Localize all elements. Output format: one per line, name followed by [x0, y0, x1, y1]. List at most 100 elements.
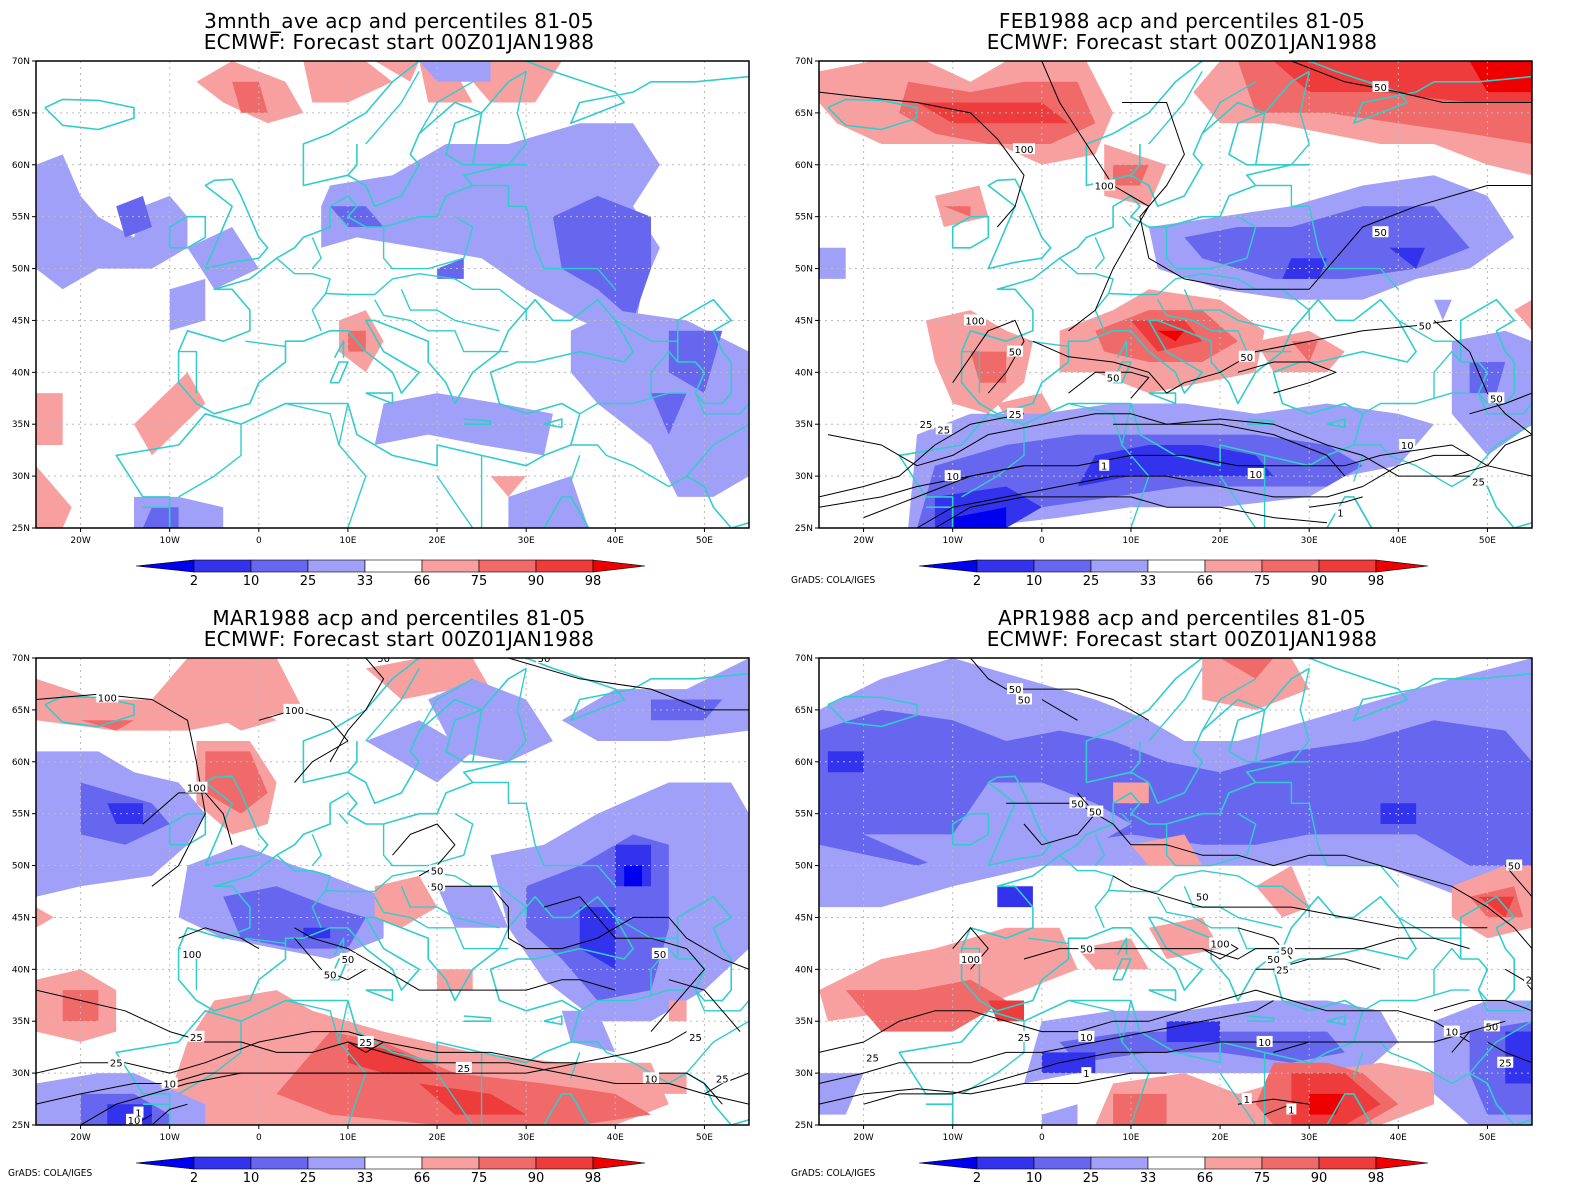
contour-label-bg — [1105, 371, 1122, 383]
lat-tick-label: 50N — [795, 862, 813, 872]
contour-label: 25 — [920, 420, 933, 431]
country-border — [1290, 71, 1310, 166]
country-border — [1281, 288, 1310, 321]
contour-label: 100 — [1211, 939, 1230, 950]
country-border — [650, 947, 679, 970]
coastline — [463, 418, 492, 426]
contour-line — [668, 979, 741, 1032]
contour-line — [1006, 802, 1532, 949]
percentile-shade-90 — [419, 1083, 527, 1115]
contour-label-bg — [1286, 1103, 1297, 1115]
coastline — [1112, 361, 1132, 384]
country-border — [579, 969, 652, 1012]
percentile-shade-66 — [36, 393, 63, 445]
contour-label-bg — [1278, 944, 1295, 956]
colorbar-label: 98 — [1368, 1171, 1385, 1186]
colorbar-label: 10 — [1026, 1171, 1043, 1186]
colorbar-segment — [1090, 559, 1149, 573]
contour-label-bg — [1372, 80, 1389, 92]
country-border — [1353, 455, 1364, 482]
percentile-shade-33 — [1434, 299, 1452, 321]
lat-tick-label: 45N — [12, 316, 30, 326]
percentile-shade-66 — [1514, 299, 1532, 331]
contour-label-bg — [963, 314, 986, 326]
contour-line — [36, 989, 749, 1105]
contour-label-bg — [283, 703, 306, 715]
lat-tick-label: 50N — [12, 265, 30, 275]
lat-tick-label: 25N — [12, 524, 30, 534]
contour-label-bg — [1238, 350, 1255, 362]
lat-tick-label: 35N — [795, 1017, 813, 1027]
contour-label: 1 — [135, 1109, 141, 1120]
colorbar-label: 10 — [243, 1171, 260, 1186]
contour-label: 50 — [1240, 353, 1253, 364]
country-border — [1219, 1072, 1257, 1125]
coastline — [898, 658, 1532, 1125]
colorbar-arrow-low — [135, 1156, 195, 1170]
country-border — [1094, 237, 1105, 270]
country-border — [338, 216, 349, 228]
percentile-shade-75 — [80, 720, 134, 731]
contour-label: 25 — [1276, 965, 1289, 976]
contour-label: 50 — [1089, 808, 1102, 819]
coastline — [1469, 1072, 1532, 1125]
map-svg-3mnth: 70N 65N 60N 55N 50N 45N 40N 35N 30N 25N 20W 10W 0 10E… — [12, 57, 750, 589]
contour-label-bg — [1497, 1056, 1514, 1068]
contour-label: 10 — [163, 1079, 176, 1090]
country-border — [498, 885, 527, 918]
country-border — [1148, 71, 1203, 145]
coastline — [898, 61, 1532, 528]
contour-label-bg — [1274, 963, 1291, 975]
country-border — [1201, 678, 1257, 731]
map-area: 100 100 100 50 50 50 50 50 25 25 25 10 10 10 1 1 50 25 50 — [819, 61, 1532, 528]
coastline — [987, 775, 1052, 867]
contour-label: 1 — [1101, 462, 1107, 473]
contour-label: 1 — [1288, 1105, 1294, 1116]
contour-line — [1237, 361, 1337, 394]
country-border — [1108, 870, 1283, 893]
lat-tick-label: 60N — [12, 758, 30, 768]
lat-tick-label: 30N — [795, 472, 813, 482]
contour-line — [970, 658, 1150, 721]
percentile-shade-10 — [997, 886, 1033, 908]
lon-tick-label: 0 — [1039, 536, 1045, 546]
contour-label-bg — [1194, 890, 1211, 902]
colorbar-label: 10 — [1026, 574, 1043, 589]
country-border — [436, 475, 474, 528]
country-border — [498, 288, 527, 321]
lat-tick-label: 45N — [795, 316, 813, 326]
colorbar-label: 66 — [1197, 574, 1214, 589]
contour-label-bg — [1007, 407, 1024, 419]
country-border — [570, 444, 687, 488]
colorbar-segment — [364, 559, 423, 573]
contour-label: 50 — [377, 654, 390, 665]
contour-label: 50 — [1374, 228, 1387, 239]
coastline — [463, 1015, 492, 1023]
colorbar-arrow-high — [592, 1156, 646, 1170]
lon-tick-label: 50E — [696, 536, 713, 546]
coastline — [1116, 340, 1128, 359]
contour-label-bg — [1247, 468, 1264, 480]
colorbar-segment — [1147, 1156, 1206, 1170]
contour-label: 50 — [1009, 348, 1022, 359]
contour-label-bg — [1372, 226, 1389, 238]
coastline — [1254, 70, 1310, 165]
contour-label: 25 — [1018, 1033, 1031, 1044]
credit-label: GrADS: COLA/IGES — [791, 1168, 876, 1180]
coastline — [676, 895, 733, 1002]
country-border — [1469, 423, 1532, 477]
contour-line — [916, 454, 1470, 528]
country-border — [1281, 885, 1310, 918]
contour-line — [1451, 1020, 1506, 1053]
contour-line — [1041, 699, 1078, 721]
panel-subtitle: ECMWF: Forecast start 00Z01JAN1988 — [986, 627, 1378, 651]
lat-tick-label: 65N — [795, 109, 813, 119]
percentile-shade-66 — [1255, 865, 1310, 918]
country-border — [570, 455, 581, 482]
colorbar-label: 33 — [357, 1171, 374, 1186]
contour-line — [508, 658, 749, 711]
lat-tick-label: 30N — [12, 472, 30, 482]
colorbar-label: 90 — [1311, 1171, 1328, 1186]
coastline — [168, 215, 207, 249]
